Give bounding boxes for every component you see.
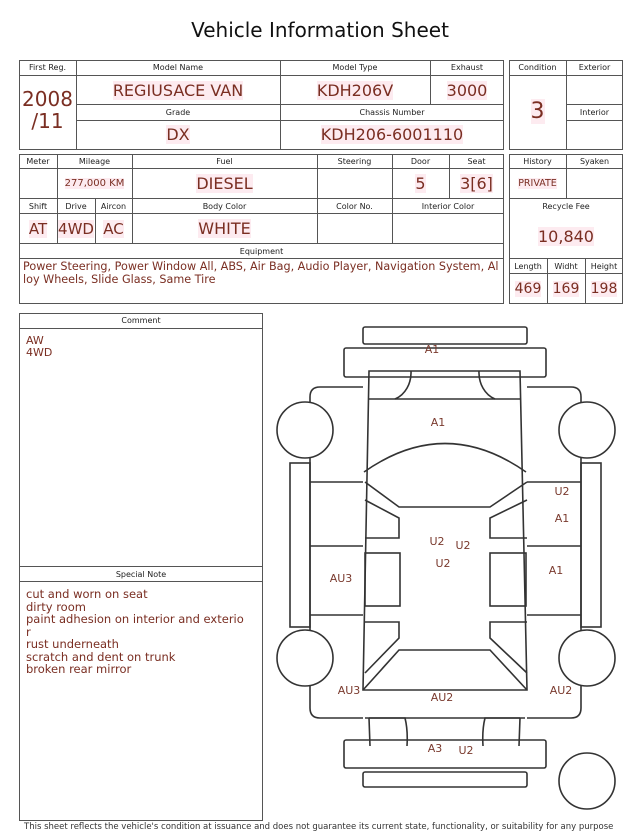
length-label: Length <box>514 262 542 271</box>
steering-label: Steering <box>337 157 372 166</box>
damage-mark: U2 <box>435 557 450 570</box>
grade-value: DX <box>166 125 190 144</box>
fuel-label: Fuel <box>216 157 233 166</box>
model-name-value: REGIUSACE VAN <box>112 81 244 100</box>
rear-bumper <box>343 739 547 769</box>
special-note-label: Special Note <box>115 570 167 579</box>
history-label: History <box>523 157 552 166</box>
shift-value: AT <box>28 219 48 238</box>
body-color-value: WHITE <box>198 219 251 238</box>
special-note-line: scratch and dent on trunk <box>26 649 176 664</box>
width-value: 169 <box>552 280 580 297</box>
fuel-value: DIESEL <box>196 174 253 193</box>
exhaust-label: Exhaust <box>450 63 484 72</box>
damage-mark: AU3 <box>338 684 361 697</box>
seat-label: Seat <box>467 157 486 166</box>
right-door-panel <box>489 552 527 607</box>
history-value: PRIVATE <box>518 178 557 189</box>
right-rocker <box>580 462 602 628</box>
front-bar <box>362 326 528 345</box>
spare-wheel <box>558 752 616 810</box>
drive-label: Drive <box>65 202 87 211</box>
damage-mark: U2 <box>554 485 569 498</box>
comment-line: 4WD <box>26 346 53 359</box>
left-door-panel <box>364 552 401 607</box>
body-color-label: Body Color <box>202 202 247 211</box>
shift-label: Shift <box>28 202 48 211</box>
door-value: 5 <box>415 174 426 193</box>
special-note-line: rust underneath <box>26 637 119 651</box>
front-bumper <box>343 347 547 378</box>
interior-label: Interior <box>579 108 610 117</box>
car-outline <box>289 326 602 788</box>
width-label: Widht <box>554 262 578 271</box>
damage-mark: A1 <box>549 564 564 577</box>
damage-mark: AU2 <box>550 684 573 697</box>
grade-label: Grade <box>165 108 191 117</box>
left-rocker <box>289 462 311 628</box>
aircon-value: AC <box>103 219 124 238</box>
condition-label: Condition <box>518 63 557 72</box>
exhaust-value: 3000 <box>446 81 488 100</box>
special-note-line: r <box>26 624 31 639</box>
special-note-line: broken rear mirror <box>26 662 132 676</box>
mileage-label: Mileage <box>78 157 111 166</box>
special-note-line: dirty room <box>26 599 86 614</box>
seat-value: 3[6] <box>460 174 493 193</box>
model-info-box <box>19 60 504 150</box>
recycle-fee-value: 10,840 <box>538 226 594 246</box>
damage-mark: AU2 <box>431 691 454 704</box>
recycle-fee-label: Recycle Fee <box>542 202 590 211</box>
disclaimer-footer: This sheet reflects the vehicle's condit… <box>24 822 614 832</box>
chassis-number-value: KDH206-6001110 <box>320 125 464 144</box>
equipment-label: Equipment <box>239 247 284 256</box>
damage-mark: A1 <box>425 343 440 356</box>
length-value: 469 <box>514 280 542 297</box>
damage-mark: AU3 <box>330 572 353 585</box>
door-label: Door <box>410 157 431 166</box>
damage-mark: U2 <box>455 539 470 552</box>
damage-mark: A1 <box>431 416 446 429</box>
interior-color-label: Interior Color <box>421 202 475 211</box>
meter-label: Meter <box>26 157 50 166</box>
comment-panel <box>19 313 263 821</box>
page-title: Vehicle Information Sheet <box>191 18 449 42</box>
front-left-wheel <box>276 401 334 459</box>
color-no-label: Color No. <box>336 202 373 211</box>
first-reg-year: 2008 <box>22 87 73 111</box>
rear-left-wheel <box>276 629 334 687</box>
first-reg-month: /11 <box>31 109 64 133</box>
mileage-value: 277,000 KM <box>64 178 125 189</box>
syaken-label: Syaken <box>579 157 610 166</box>
first-reg-label: First Reg. <box>28 63 67 72</box>
damage-mark: U2 <box>429 535 444 548</box>
damage-mark: A1 <box>555 512 570 525</box>
model-type-label: Model Type <box>332 63 378 72</box>
height-value: 198 <box>590 280 618 297</box>
spec-box <box>19 154 504 304</box>
special-note-line: cut and worn on seat <box>26 587 148 601</box>
drive-value: 4WD <box>58 219 94 238</box>
exterior-label: Exterior <box>578 63 611 72</box>
equipment-value: Power Steering, Power Window All, ABS, A… <box>23 260 499 286</box>
height-label: Height <box>590 262 618 271</box>
comment-label: Comment <box>121 316 161 325</box>
rear-right-wheel <box>558 629 616 687</box>
model-type-value: KDH206V <box>316 81 394 100</box>
model-name-label: Model Name <box>152 63 204 72</box>
comment-line: AW <box>26 334 44 347</box>
chassis-number-label: Chassis Number <box>359 108 425 117</box>
rear-bar <box>362 771 528 788</box>
front-right-wheel <box>558 401 616 459</box>
aircon-label: Aircon <box>100 202 127 211</box>
condition-value: 3 <box>530 98 545 124</box>
damage-mark: A3 <box>428 742 443 755</box>
damage-mark: U2 <box>458 744 473 757</box>
special-note-line: paint adhesion on interior and exterio <box>26 612 244 626</box>
